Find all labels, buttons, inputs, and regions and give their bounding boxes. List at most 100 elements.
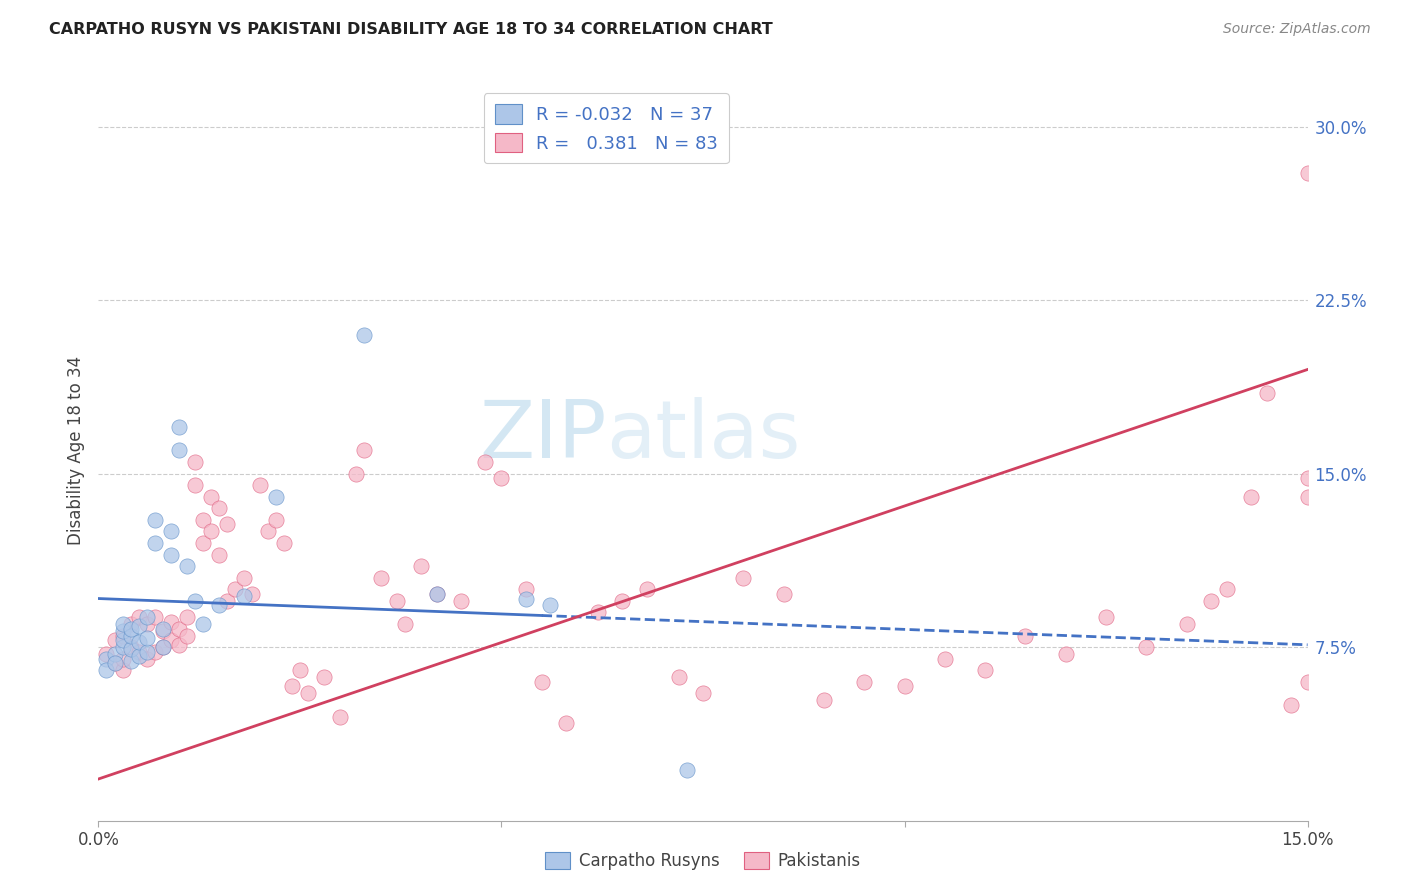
Point [249,478,271,492]
Point [120,642,142,657]
Point [240,587,263,601]
Point [256,524,278,539]
Point [813,693,835,707]
Point [853,674,876,689]
Point [515,591,537,606]
Point [152,622,174,636]
Point [733,571,755,585]
Point [474,455,496,469]
Point [409,559,432,574]
Text: Source: ZipAtlas.com: Source: ZipAtlas.com [1223,22,1371,37]
Point [1014,628,1036,642]
Point [167,638,190,652]
Point [1240,490,1263,504]
Point [491,471,513,485]
Point [96,651,118,665]
Point [152,640,174,654]
Point [353,327,375,342]
Point [1296,166,1319,180]
Point [586,606,609,620]
Point [103,657,125,671]
Point [152,624,174,638]
Point [135,645,157,659]
Point [143,513,166,527]
Point [120,622,142,636]
Y-axis label: Disability Age 18 to 34: Disability Age 18 to 34 [66,356,84,545]
Point [530,674,553,689]
Point [152,640,174,654]
Point [200,524,222,539]
Point [193,617,215,632]
Point [329,709,352,723]
Point [370,571,392,585]
Point [394,617,416,632]
Point [515,582,537,597]
Text: ZIP: ZIP [479,397,606,475]
Point [167,420,190,434]
Point [555,716,578,731]
Point [772,587,794,601]
Point [176,559,198,574]
Point [426,587,449,601]
Point [111,640,134,654]
Point [96,647,118,661]
Point [974,663,997,677]
Legend: Carpatho Rusyns, Pakistanis: Carpatho Rusyns, Pakistanis [538,845,868,877]
Point [232,571,254,585]
Point [111,617,134,632]
Point [120,654,142,668]
Point [176,628,198,642]
Point [676,763,699,777]
Legend: R = -0.032   N = 37, R =   0.381   N = 83: R = -0.032 N = 37, R = 0.381 N = 83 [484,93,728,163]
Point [208,548,231,562]
Point [538,599,561,613]
Point [288,663,311,677]
Point [128,645,150,659]
Point [353,443,375,458]
Point [1281,698,1303,712]
Text: atlas: atlas [606,397,800,475]
Point [143,536,166,550]
Point [450,594,472,608]
Point [217,594,239,608]
Point [281,680,304,694]
Point [160,524,183,539]
Point [128,635,150,649]
Point [612,594,634,608]
Point [1296,471,1319,485]
Point [668,670,690,684]
Point [636,582,658,597]
Point [120,617,142,632]
Point [135,651,157,665]
Point [1296,490,1319,504]
Point [264,513,287,527]
Point [217,517,239,532]
Point [193,536,215,550]
Point [167,622,190,636]
Point [200,490,222,504]
Point [167,443,190,458]
Point [426,587,449,601]
Point [111,651,134,665]
Point [264,490,287,504]
Point [120,640,142,654]
Point [692,686,714,700]
Point [160,633,183,648]
Point [143,645,166,659]
Point [893,680,915,694]
Point [128,649,150,664]
Point [103,647,125,661]
Text: CARPATHO RUSYN VS PAKISTANI DISABILITY AGE 18 TO 34 CORRELATION CHART: CARPATHO RUSYN VS PAKISTANI DISABILITY A… [49,22,773,37]
Point [934,651,956,665]
Point [143,610,166,624]
Point [160,615,183,629]
Point [1296,674,1319,689]
Point [135,617,157,632]
Point [103,633,125,648]
Point [120,628,142,642]
Point [128,610,150,624]
Point [1216,582,1239,597]
Point [314,670,336,684]
Point [1054,647,1077,661]
Point [1175,617,1198,632]
